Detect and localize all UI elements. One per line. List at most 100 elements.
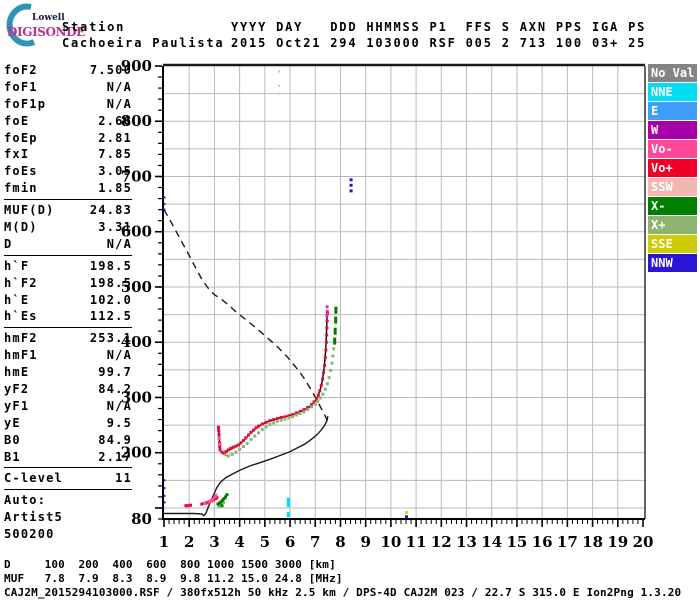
param-row-d: D N/A — [4, 236, 132, 253]
param-label: foEs — [4, 164, 38, 179]
param-label: foF1p — [4, 96, 47, 111]
echo-dot — [226, 448, 230, 452]
echo-dot — [287, 416, 291, 420]
param-row-fof2: foF2 7.500 — [4, 62, 132, 79]
param-label: MUF(D) — [4, 203, 55, 218]
panel-footer-line: Auto: — [4, 493, 47, 508]
param-row-md: M(D) 3.31 — [4, 219, 132, 236]
param-value: 2.66 — [98, 113, 132, 128]
distance-row: D 100 200 400 600 800 1000 1500 3000 [km… — [4, 558, 336, 571]
echo-dot — [306, 408, 310, 412]
bottomside-profile-series — [164, 416, 329, 517]
o-echoes-f-region-series — [217, 319, 329, 455]
param-row-hf: h`F 198.5 — [4, 258, 132, 275]
param-value: 7.85 — [98, 147, 132, 162]
param-label: B1 — [4, 449, 21, 464]
echo-dot — [283, 417, 287, 421]
spread-nnw-high-series — [349, 178, 353, 193]
echo-dot — [325, 305, 329, 309]
x-tick-label: 13 — [456, 533, 477, 551]
x-echoes-dark-green-cusp-series — [333, 306, 338, 345]
echo-dot — [213, 495, 217, 499]
echo-dot — [286, 497, 290, 503]
echo-dot — [260, 428, 264, 431]
param-value: 7.500 — [89, 63, 132, 77]
x-tick-label: 1 — [159, 533, 169, 551]
echo-dot — [214, 493, 218, 497]
echo-dot — [163, 479, 166, 482]
echo-dot — [321, 377, 325, 381]
echo-dot — [221, 498, 224, 502]
echo-dot — [220, 504, 224, 508]
x-tick-label: 12 — [431, 533, 452, 551]
y-tick-label: 400 — [121, 333, 152, 351]
x-echoes-light-green-series — [217, 347, 336, 508]
logo-lowell-text: Lowell — [32, 13, 65, 23]
param-value: 11 — [115, 471, 132, 486]
panel-footer-line: Artist5 — [4, 510, 63, 525]
echo-dot — [245, 441, 249, 445]
echo-dot — [268, 419, 272, 423]
legend-item-ssw: SSW — [648, 178, 697, 196]
muf-row: MUF 7.8 7.9 8.3 8.9 9.8 11.2 15.0 24.8 [… — [4, 572, 343, 585]
echo-dot — [217, 504, 221, 508]
echo-dot — [252, 428, 255, 432]
echo-dot — [279, 418, 283, 422]
y-tick-label: 800 — [121, 112, 152, 130]
direction-color-legend: No Val NNE E W Vo- Vo+ SSW X- X+ SSE NNW — [648, 64, 697, 273]
param-label: foE — [4, 113, 30, 128]
echo-dot — [257, 431, 260, 435]
param-value: 198.5 — [89, 275, 132, 290]
echo-dot — [264, 425, 268, 429]
param-row-clevel: C-level 11 — [4, 470, 132, 487]
param-row-ye: yE 9.5 — [4, 415, 132, 432]
echo-dot — [264, 420, 268, 424]
panel-footer-line: 500200 — [4, 527, 55, 542]
echo-dot — [323, 363, 327, 367]
echo-dot — [224, 453, 228, 457]
param-label: foF2 — [4, 63, 38, 77]
echo-dot — [333, 337, 337, 345]
legend-item-nnw: NNW — [648, 254, 697, 272]
echo-dot — [225, 493, 229, 497]
echo-dot — [268, 423, 272, 426]
param-row-b1: B1 2.17 — [4, 449, 132, 466]
echo-dot — [332, 347, 336, 351]
digisonde-logo-arc — [6, 3, 36, 47]
echo-dot — [218, 448, 222, 452]
param-label: yE — [4, 415, 21, 430]
param-row-hmf2: hmF2 253.1 — [4, 330, 132, 347]
param-value: 99.7 — [98, 365, 132, 380]
param-label: h`F — [4, 258, 30, 273]
param-value: 198.5 — [89, 258, 132, 273]
echo-dot — [163, 208, 166, 211]
y-tick-label: 700 — [121, 167, 152, 185]
echo-dot — [306, 405, 310, 409]
echo-dot — [249, 430, 253, 434]
param-row-he: h`E 102.0 — [4, 292, 132, 309]
param-row-fof1: foF1 N/A — [4, 79, 132, 96]
param-value: N/A — [106, 236, 132, 251]
x-tick-label: 16 — [532, 533, 553, 551]
param-value: N/A — [106, 96, 132, 111]
echo-dot — [203, 502, 207, 505]
echo-dot — [224, 495, 227, 499]
param-row-mufd: MUF(D) 24.83 — [4, 202, 132, 219]
param-label: hmE — [4, 365, 30, 380]
station-name: Cachoeira Paulista — [62, 36, 225, 50]
magenta-trace-top-series — [325, 305, 330, 318]
echo-dot — [163, 494, 166, 497]
param-value: 112.5 — [89, 309, 132, 324]
echo-dot — [222, 500, 225, 504]
param-label: D — [4, 236, 13, 251]
spread-nne-cyan-series — [286, 497, 290, 518]
param-label: M(D) — [4, 220, 38, 235]
echo-dot — [226, 454, 230, 458]
echo-dot — [189, 503, 192, 507]
echo-dot — [316, 393, 320, 397]
x-tick-label: 15 — [507, 533, 528, 551]
param-value: 9.5 — [106, 415, 132, 430]
param-label: hmF1 — [4, 348, 38, 363]
param-row-yf2: yF2 84.2 — [4, 381, 132, 398]
